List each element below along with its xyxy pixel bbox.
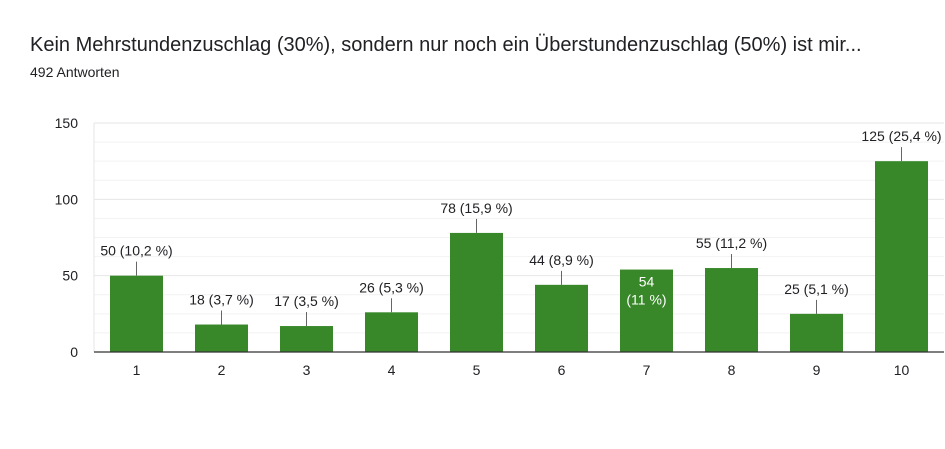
x-tick-label: 5 [473, 362, 481, 378]
bar [195, 324, 248, 352]
response-count: 492 Antworten [30, 64, 120, 80]
x-tick-label: 3 [303, 362, 311, 378]
x-tick-label: 1 [133, 362, 141, 378]
y-tick-label: 150 [55, 115, 79, 131]
data-label: 55 (11,2 %) [696, 235, 767, 251]
data-label: 18 (3,7 %) [189, 292, 254, 308]
data-label: 17 (3,5 %) [274, 293, 339, 309]
x-tick-label: 7 [643, 362, 651, 378]
y-tick-label: 50 [62, 268, 78, 284]
data-label: 54 [639, 274, 655, 290]
bar [790, 313, 843, 352]
data-label: (11 %) [626, 292, 666, 308]
data-label: 44 (8,9 %) [529, 252, 594, 268]
data-label: 125 (25,4 %) [861, 128, 941, 144]
chart-title: Kein Mehrstundenzuschlag (30%), sondern … [30, 34, 862, 56]
x-tick-label: 4 [388, 362, 396, 378]
data-label: 50 (10,2 %) [100, 243, 172, 259]
bar [280, 326, 333, 352]
data-label: 78 (15,9 %) [440, 200, 512, 216]
bar [365, 312, 418, 352]
x-tick-label: 8 [728, 362, 736, 378]
x-tick-label: 9 [813, 362, 821, 378]
x-tick-label: 6 [558, 362, 566, 378]
bar [620, 269, 673, 352]
x-tick-label: 2 [218, 362, 226, 378]
x-tick-label: 10 [894, 362, 910, 378]
y-tick-label: 0 [70, 344, 78, 360]
bar [450, 232, 503, 352]
data-label: 25 (5,1 %) [784, 281, 849, 297]
bar [535, 284, 588, 352]
bar [705, 268, 758, 352]
y-tick-label: 100 [55, 191, 79, 207]
data-label: 26 (5,3 %) [359, 279, 424, 295]
bar [875, 161, 928, 352]
bar [110, 275, 163, 352]
